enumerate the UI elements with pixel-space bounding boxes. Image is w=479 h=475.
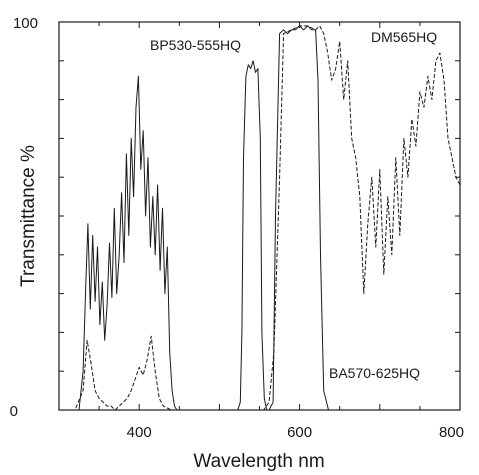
y-axis-title: Transmittance % (18, 145, 39, 287)
x-tick-label-800: 800 (439, 424, 464, 441)
y-tick-label-100: 100 (13, 15, 38, 32)
annotation-ba570: BA570-625HQ (329, 365, 420, 381)
series-line-dm565hq (59, 25, 461, 411)
series-line-bp530-555hq (59, 60, 460, 411)
annotation-dm565: DM565HQ (371, 29, 437, 45)
x-tick-label-400: 400 (127, 424, 152, 441)
y-tick-label-0: 0 (10, 403, 18, 420)
series-layer (59, 25, 461, 411)
annotation-bp530: BP530-555HQ (150, 37, 241, 53)
tick-layer (59, 22, 460, 410)
series-line-ba570-625hq (59, 25, 460, 411)
tick-label-layer: 400 600 800 0 100 (10, 15, 464, 441)
x-axis-title: Wavelength nm (193, 451, 324, 472)
plot-frame (58, 21, 461, 411)
x-tick-label-600: 600 (287, 424, 312, 441)
